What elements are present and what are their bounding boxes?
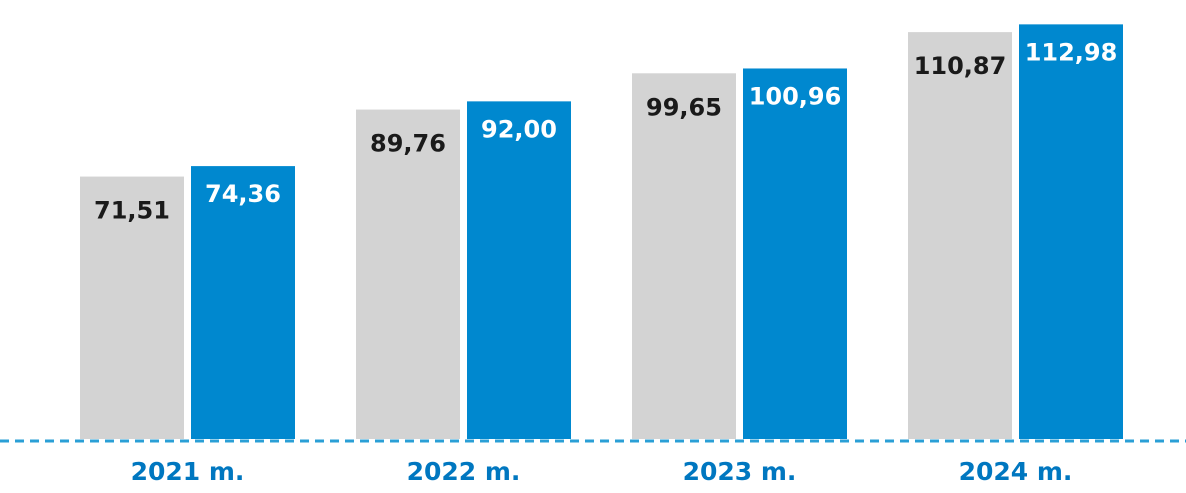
category-labels-group: 2021 m. 2022 m. 2023 m. 2024 m.	[131, 457, 1073, 486]
bar-gray-3	[908, 32, 1012, 439]
bar-value-label: 71,51	[94, 197, 170, 225]
bar-gray-1	[356, 109, 460, 439]
category-label: 2021 m.	[131, 457, 245, 486]
bar-value-label: 110,87	[914, 52, 1007, 80]
bar-gray-0	[80, 176, 184, 440]
category-label: 2024 m.	[959, 457, 1073, 486]
bar-gray-2	[632, 73, 736, 440]
bar-value-label: 100,96	[749, 82, 842, 110]
bar-blue-3	[1019, 24, 1123, 439]
bar-value-label: 99,65	[646, 93, 722, 121]
category-label: 2022 m.	[407, 457, 521, 486]
bars-group: 71,51 74,36 89,76 92,00 99,65 100,96 110,87 112…	[80, 24, 1123, 440]
bar-blue-1	[467, 101, 571, 440]
category-label: 2023 m.	[683, 457, 797, 486]
bar-value-label: 89,76	[370, 130, 446, 158]
bar-value-label: 74,36	[205, 180, 281, 208]
bar-blue-0	[191, 166, 295, 439]
bar-value-label: 92,00	[481, 115, 557, 143]
bar-blue-2	[743, 68, 847, 439]
bar-value-label: 112,98	[1025, 38, 1118, 66]
